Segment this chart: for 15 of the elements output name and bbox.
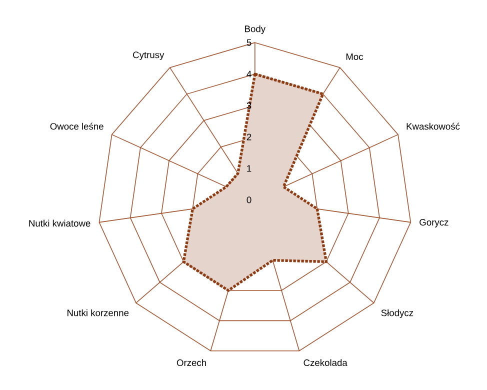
y-tick-label: 2 — [246, 134, 252, 140]
y-tick-label: 0 — [246, 196, 252, 204]
spoke-label: Moc — [346, 53, 364, 60]
y-tick-label: 3 — [246, 102, 252, 109]
spoke-label: Kwaskowość — [406, 122, 460, 130]
spoke-label: Orzech — [176, 359, 206, 366]
spoke-label: Czekolada — [304, 359, 348, 366]
spoke-label: Gorycz — [420, 218, 448, 228]
spoke-label: Słodycz — [381, 309, 414, 318]
spoke-label: Nutki kwiatowe — [29, 220, 90, 227]
spoke-label: Nutki korzenne — [68, 309, 129, 316]
spoke-label: Owoce leśne — [50, 122, 104, 130]
y-tick-label: 1 — [247, 165, 252, 172]
spoke-label: Body — [245, 25, 266, 34]
spoke-label: Cytrusy — [133, 52, 164, 60]
